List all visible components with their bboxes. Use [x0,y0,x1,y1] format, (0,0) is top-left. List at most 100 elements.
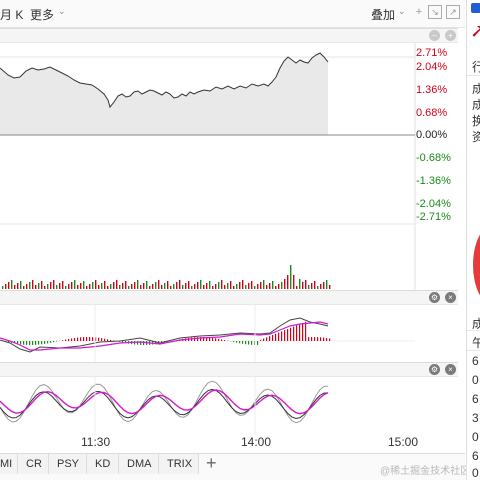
tab-dma[interactable]: DMA [119,454,159,474]
divider [467,330,480,331]
macd-bar [221,339,223,341]
macd-bar [269,336,271,341]
volume-bar [290,265,292,289]
close-icon[interactable]: × [445,364,456,375]
volume-bar [131,284,133,289]
macd-bar [287,329,289,341]
volume-bar [230,281,232,289]
macd-bar [215,338,217,341]
volume-bar [89,284,91,289]
macd-bar [101,338,103,341]
right-panel-item: 6 [472,392,479,406]
divider [467,350,480,351]
volume-bar [248,283,250,289]
macd-bar [140,341,142,345]
macd-bar [68,338,70,341]
volume-bar [182,285,184,289]
macd-bar [104,338,106,341]
price-label: -2.04% [416,198,451,210]
tab-kd[interactable]: KD [87,454,119,474]
macd-bar [257,341,259,345]
more-menu-button[interactable]: 更多 [30,8,55,22]
volume-bar [326,280,328,289]
macd-bar [239,341,241,344]
macd-bar [41,341,43,345]
fullscreen-icon[interactable]: ↗ [446,5,460,19]
macd-bar [86,337,88,341]
volume-bar [314,281,316,289]
volume-bar [302,282,304,289]
volume-bar [278,284,280,289]
tab-cr[interactable]: CR [18,454,49,474]
macd-bar [29,341,31,345]
macd-bar [323,337,325,341]
volume-bar [92,282,94,289]
right-panel-item: 0 [472,373,479,387]
volume-bar [266,285,268,289]
volume-bar [251,281,253,289]
volume-bar [176,282,178,289]
volume-bar [254,286,256,289]
kd-k-line [0,388,329,420]
price-line [0,52,329,109]
kd-indicator [0,380,329,424]
macd-bar [110,339,112,341]
chevron-down-icon[interactable]: ⌄ [398,6,406,16]
volume-bar [59,283,61,289]
volume-bar [14,285,16,289]
price-label: 1.36% [416,84,448,96]
price-label: -0.68% [416,152,451,164]
month-k-tab[interactable]: 月 K [0,8,24,22]
volume-bar [143,283,145,289]
price-label: 2.71% [416,47,448,59]
macd-bar [8,341,10,343]
macd-bar [260,339,262,341]
macd-bar [326,337,328,341]
volume-bar [233,286,235,289]
tab-mi[interactable]: MI [0,454,18,474]
volume-bar [245,285,247,289]
volume-bar [269,283,271,289]
macd-bar [212,337,214,341]
shrink-icon[interactable]: ↘ [428,5,442,19]
macd-bar [53,341,55,343]
right-panel-item: 午 [472,334,480,351]
volume-bar [50,282,52,289]
volume-bar [47,284,49,289]
macd-bar [320,337,322,341]
macd-bar [35,341,37,345]
macd-bar [89,337,91,341]
price-label: -1.36% [416,175,451,187]
macd-bar [155,341,157,345]
volume-bar [26,284,28,289]
volume-bar [128,286,130,289]
close-icon[interactable]: × [445,292,456,303]
volume-bar [20,281,22,289]
volume-bar [155,282,157,289]
volume-bar [320,284,322,289]
macd-bar [98,337,100,341]
main-chart-header: – + [0,28,458,43]
chevron-down-icon[interactable]: ⌄ [58,6,66,16]
tab-trix[interactable]: TRIX [159,454,199,474]
macd-bar [107,339,109,341]
right-panel-item: 换 [472,112,480,129]
macd-bar [329,338,331,341]
price-label: -2.71% [416,211,451,223]
volume-bar [260,282,262,289]
volume-bar [203,285,205,289]
gear-icon[interactable]: ⚙ [429,292,440,303]
zoom-in-icon[interactable]: + [415,6,423,18]
plus-icon[interactable]: + [445,30,456,41]
overlay-button[interactable]: 叠加 [371,8,396,22]
volume-bar [308,285,310,289]
gear-icon[interactable]: ⚙ [429,364,440,375]
add-tab-button[interactable]: + [206,453,217,473]
macd-bar [200,337,202,341]
tab-psy[interactable]: PSY [49,454,87,474]
macd-bar [65,339,67,341]
right-panel-item: 6 [472,449,479,463]
minus-icon[interactable]: – [429,30,440,41]
right-panel-item: 行 [472,58,480,75]
volume-bar [218,282,220,289]
